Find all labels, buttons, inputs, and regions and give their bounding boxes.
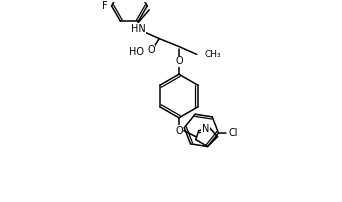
Text: O: O [175,56,183,66]
Text: N: N [202,124,209,134]
Text: O: O [147,45,155,56]
Text: HO: HO [129,47,144,57]
Text: Cl: Cl [228,128,238,138]
Text: F: F [102,1,107,11]
Text: O: O [175,126,183,136]
Text: CH₃: CH₃ [205,50,221,59]
Text: HN: HN [131,24,146,34]
